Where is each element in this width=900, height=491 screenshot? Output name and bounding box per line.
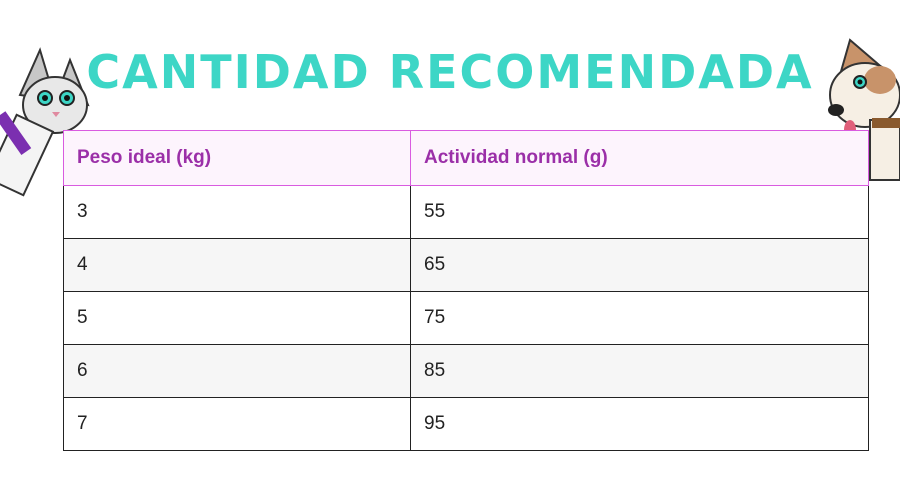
table-cell: 85 (410, 344, 869, 398)
table-row: 3 55 (63, 185, 869, 239)
table-cell: 6 (63, 344, 411, 398)
column-header: Actividad normal (g) (410, 130, 869, 186)
cat-illustration (0, 47, 90, 197)
table-row: 7 95 (63, 397, 869, 451)
table-cell: 95 (410, 397, 869, 451)
table-cell: 4 (63, 238, 411, 292)
column-header: Peso ideal (kg) (63, 130, 411, 186)
header-row: Peso ideal (kg) Actividad normal (g) (63, 130, 869, 186)
table-body: 3 55 4 65 5 75 6 85 7 95 (63, 185, 869, 451)
table-cell: 5 (63, 291, 411, 345)
title: CANTIDAD RECOMENDADA (86, 45, 814, 99)
table-cell: 7 (63, 397, 411, 451)
dog-illustration (828, 38, 900, 181)
table-row: 4 65 (63, 238, 869, 292)
table-row: 5 75 (63, 291, 869, 345)
table-cell: 55 (410, 185, 869, 239)
table-cell: 65 (410, 238, 869, 292)
table-cell: 75 (410, 291, 869, 345)
table: Peso ideal (kg) Actividad normal (g) 3 55… (63, 130, 869, 451)
table-cell: 3 (63, 185, 411, 239)
table-row: 6 85 (63, 344, 869, 398)
